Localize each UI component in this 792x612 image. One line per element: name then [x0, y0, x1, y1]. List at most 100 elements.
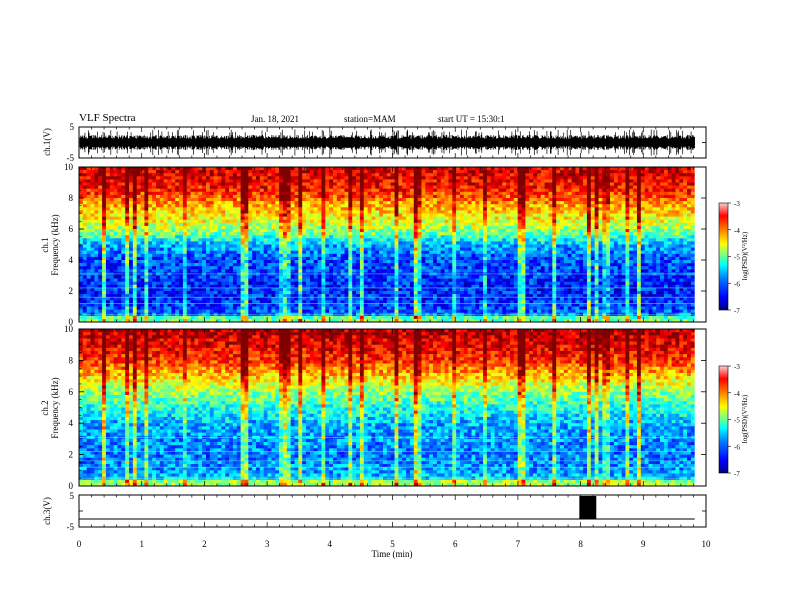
spectrogram-cell: [267, 229, 272, 233]
spectrogram-cell: [321, 275, 326, 279]
spectrogram-cell: [175, 213, 180, 217]
spectrogram-cell: [121, 306, 126, 310]
spectrogram-cell: [302, 194, 307, 199]
spectrogram-cell: [367, 229, 372, 233]
spectrogram-cell: [390, 232, 395, 236]
spectrogram-cell: [398, 256, 403, 261]
spectrogram-cell: [402, 225, 407, 230]
spectrogram-cell: [213, 238, 218, 242]
spectrogram-cell: [279, 210, 284, 214]
spectrogram-cell: [248, 315, 253, 320]
spectrogram-cell: [155, 194, 161, 199]
spectrogram-cell: [371, 194, 376, 199]
spectrogram-cell: [113, 306, 118, 310]
spectrogram-cell: [205, 176, 211, 180]
spectrogram-cell: [159, 225, 164, 230]
spectrogram-cell: [148, 207, 153, 211]
spectrogram-cell: [436, 275, 442, 279]
spectrogram-cell: [394, 188, 399, 193]
spectrogram-cell: [344, 213, 349, 217]
spectrogram-cell: [205, 294, 211, 298]
spectrogram-cell: [448, 256, 453, 261]
spectrogram-cell: [217, 287, 222, 292]
spectrogram-cell: [340, 260, 345, 264]
spectrogram-cell: [332, 287, 338, 292]
spectrogram-cell: [306, 198, 311, 202]
spectrogram-cell: [240, 287, 245, 292]
spectrogram-cell: [90, 235, 95, 239]
spectrogram-cell: [309, 173, 315, 177]
spectrogram-cell: [344, 250, 349, 255]
spectrogram-cell: [244, 235, 249, 239]
spectrogram-cell: [344, 204, 349, 208]
spectrogram-cell: [109, 191, 114, 196]
spectrogram-cell: [109, 225, 114, 230]
spectrogram-cell: [375, 194, 380, 199]
spectrogram-cell: [402, 182, 407, 186]
spectrogram-cell: [236, 250, 241, 255]
spectrogram-cell: [306, 287, 311, 292]
spectrogram-cell: [171, 275, 176, 279]
spectrogram-cell: [286, 176, 291, 180]
spectrogram-cell: [205, 191, 211, 196]
spectrogram-cell: [348, 244, 353, 248]
spectrogram-cell: [282, 306, 288, 310]
spectrogram-cell: [236, 297, 241, 301]
spectrogram-cell: [336, 247, 341, 251]
spectrogram-cell: [244, 309, 249, 313]
spectrogram-cell: [344, 244, 349, 248]
spectrogram-cell: [394, 247, 399, 251]
spectrogram-cell: [248, 250, 253, 255]
spectrogram-cell: [317, 269, 322, 273]
spectrogram-cell: [279, 201, 284, 205]
spectrogram-cell: [371, 278, 376, 282]
spectrogram-cell: [109, 216, 114, 220]
spectrogram-cell: [306, 229, 311, 233]
spectrogram-cell: [329, 204, 334, 208]
spectrogram-cell: [259, 207, 265, 211]
spectrogram-cell: [225, 222, 230, 227]
spectrogram-cell: [256, 244, 261, 248]
spectrogram-cell: [82, 173, 87, 177]
spectrogram-cell: [225, 191, 230, 196]
spectrogram-cell: [225, 315, 230, 320]
spectrogram-cell: [236, 309, 241, 313]
spectrogram-cell: [409, 253, 415, 258]
spectrogram-cell: [79, 294, 84, 298]
spectrogram-cell: [271, 229, 276, 233]
spectrogram-cell: [421, 297, 426, 301]
spectrogram-cell: [433, 167, 438, 171]
spectrogram-cell: [286, 247, 291, 251]
spectrogram-cell: [171, 247, 176, 251]
spectrogram-cell: [136, 176, 141, 180]
spectrogram-cell: [263, 303, 268, 307]
spectrogram-cell: [256, 278, 261, 282]
spectrogram-cell: [148, 275, 153, 279]
spectrogram-cell: [117, 210, 122, 214]
spectrogram-cell: [225, 250, 230, 255]
spectrogram-cell: [236, 300, 241, 304]
spectrogram-cell: [202, 182, 207, 186]
spectrogram-cell: [252, 198, 257, 202]
spectrogram-cell: [386, 297, 392, 301]
spectrogram-cell: [394, 250, 399, 255]
spectrogram-cell: [79, 213, 84, 217]
spectrogram-cell: [440, 182, 445, 186]
spectrogram-cell: [136, 247, 141, 251]
spectrogram-cell: [356, 185, 361, 189]
spectrogram-cell: [159, 266, 164, 270]
spectrogram-cell: [163, 247, 168, 251]
spectrogram-cell: [244, 167, 249, 171]
spectrogram-cell: [175, 281, 180, 286]
spectrogram-cell: [290, 198, 295, 202]
spectrogram-cell: [394, 309, 399, 313]
spectrogram-cell: [175, 170, 180, 174]
spectrogram-cell: [286, 309, 291, 313]
spectrogram-cell: [79, 247, 84, 251]
spectrogram-cell: [390, 219, 395, 224]
spectrogram-cell: [125, 182, 130, 186]
spectrogram-cell: [325, 269, 330, 273]
spectrogram-cell: [105, 222, 111, 227]
spectrogram-cell: [348, 300, 353, 304]
spectrogram-cell: [113, 297, 118, 301]
